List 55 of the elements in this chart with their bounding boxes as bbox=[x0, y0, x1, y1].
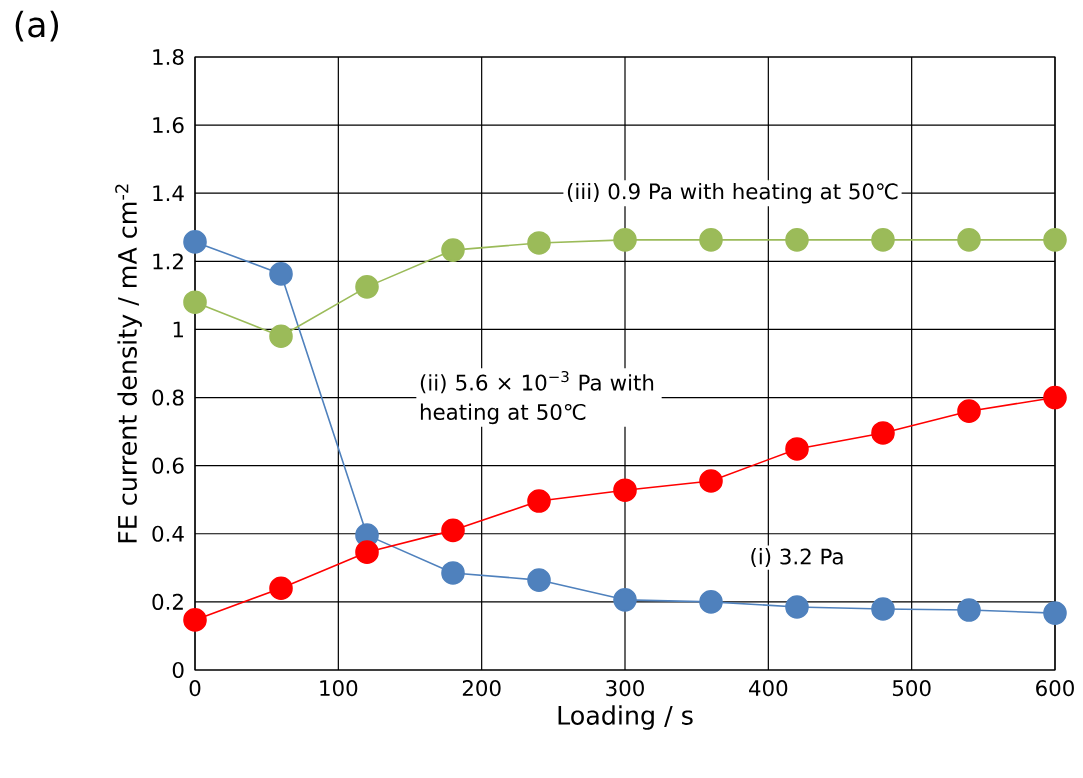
x-tick-label: 500 bbox=[892, 680, 931, 697]
y-tick-label: 0 bbox=[172, 661, 184, 679]
x-axis-title: Loading / s bbox=[558, 705, 693, 730]
chart-title: (a) bbox=[15, 10, 59, 42]
x-tick-label: 400 bbox=[749, 680, 788, 697]
point bbox=[1043, 228, 1067, 252]
y-tick-label: 0.8 bbox=[152, 389, 184, 406]
x-tick-label: 100 bbox=[320, 680, 358, 697]
y-tick-label: 1.6 bbox=[153, 117, 184, 134]
point bbox=[1043, 601, 1067, 625]
point bbox=[699, 590, 723, 614]
y-tick-label: 1.8 bbox=[153, 48, 184, 66]
point bbox=[355, 275, 379, 299]
point bbox=[1043, 385, 1067, 410]
y-tick-label: 0.6 bbox=[152, 457, 184, 474]
x-tick-label: 0 bbox=[189, 680, 201, 697]
point bbox=[441, 238, 465, 262]
y-axis-title: FE current density / mA cm$^{-2}$ bbox=[115, 184, 142, 543]
point bbox=[527, 231, 551, 255]
point bbox=[785, 595, 809, 619]
point bbox=[785, 437, 809, 461]
x-tick-label: 200 bbox=[462, 680, 501, 697]
y-tick-label: 0.4 bbox=[152, 525, 184, 542]
point bbox=[183, 290, 207, 314]
point bbox=[785, 228, 809, 252]
point bbox=[957, 228, 981, 252]
y-tick-label: 1 bbox=[173, 321, 183, 338]
point bbox=[957, 399, 981, 423]
point bbox=[183, 608, 207, 632]
text: (ii) 5.6 × 10$^{−3}$ Pa with heating at 50℃ bbox=[420, 370, 654, 425]
point bbox=[269, 576, 293, 601]
point bbox=[613, 228, 637, 252]
point bbox=[957, 598, 981, 622]
y-tick-label: 1.4 bbox=[153, 185, 184, 201]
y-tick-label: 0.2 bbox=[152, 593, 183, 610]
point bbox=[269, 324, 293, 349]
point bbox=[613, 588, 637, 612]
series-label: (i) 3.2 Pa bbox=[751, 548, 843, 568]
point bbox=[441, 518, 465, 543]
point bbox=[613, 478, 637, 502]
point bbox=[441, 561, 465, 585]
point bbox=[527, 489, 551, 513]
point bbox=[871, 421, 895, 445]
point bbox=[355, 540, 379, 564]
point bbox=[699, 228, 723, 252]
x-tick-label: 600 bbox=[1036, 680, 1074, 697]
point bbox=[269, 262, 293, 286]
point bbox=[871, 597, 895, 621]
x-tick-label: 300 bbox=[606, 680, 644, 697]
point bbox=[527, 568, 551, 592]
point bbox=[183, 230, 207, 254]
y-tick-label: 1.2 bbox=[153, 253, 183, 270]
series-label: (iii) 0.9 Pa with heating at 50℃ bbox=[567, 182, 898, 204]
point bbox=[871, 228, 895, 252]
point bbox=[699, 469, 723, 493]
